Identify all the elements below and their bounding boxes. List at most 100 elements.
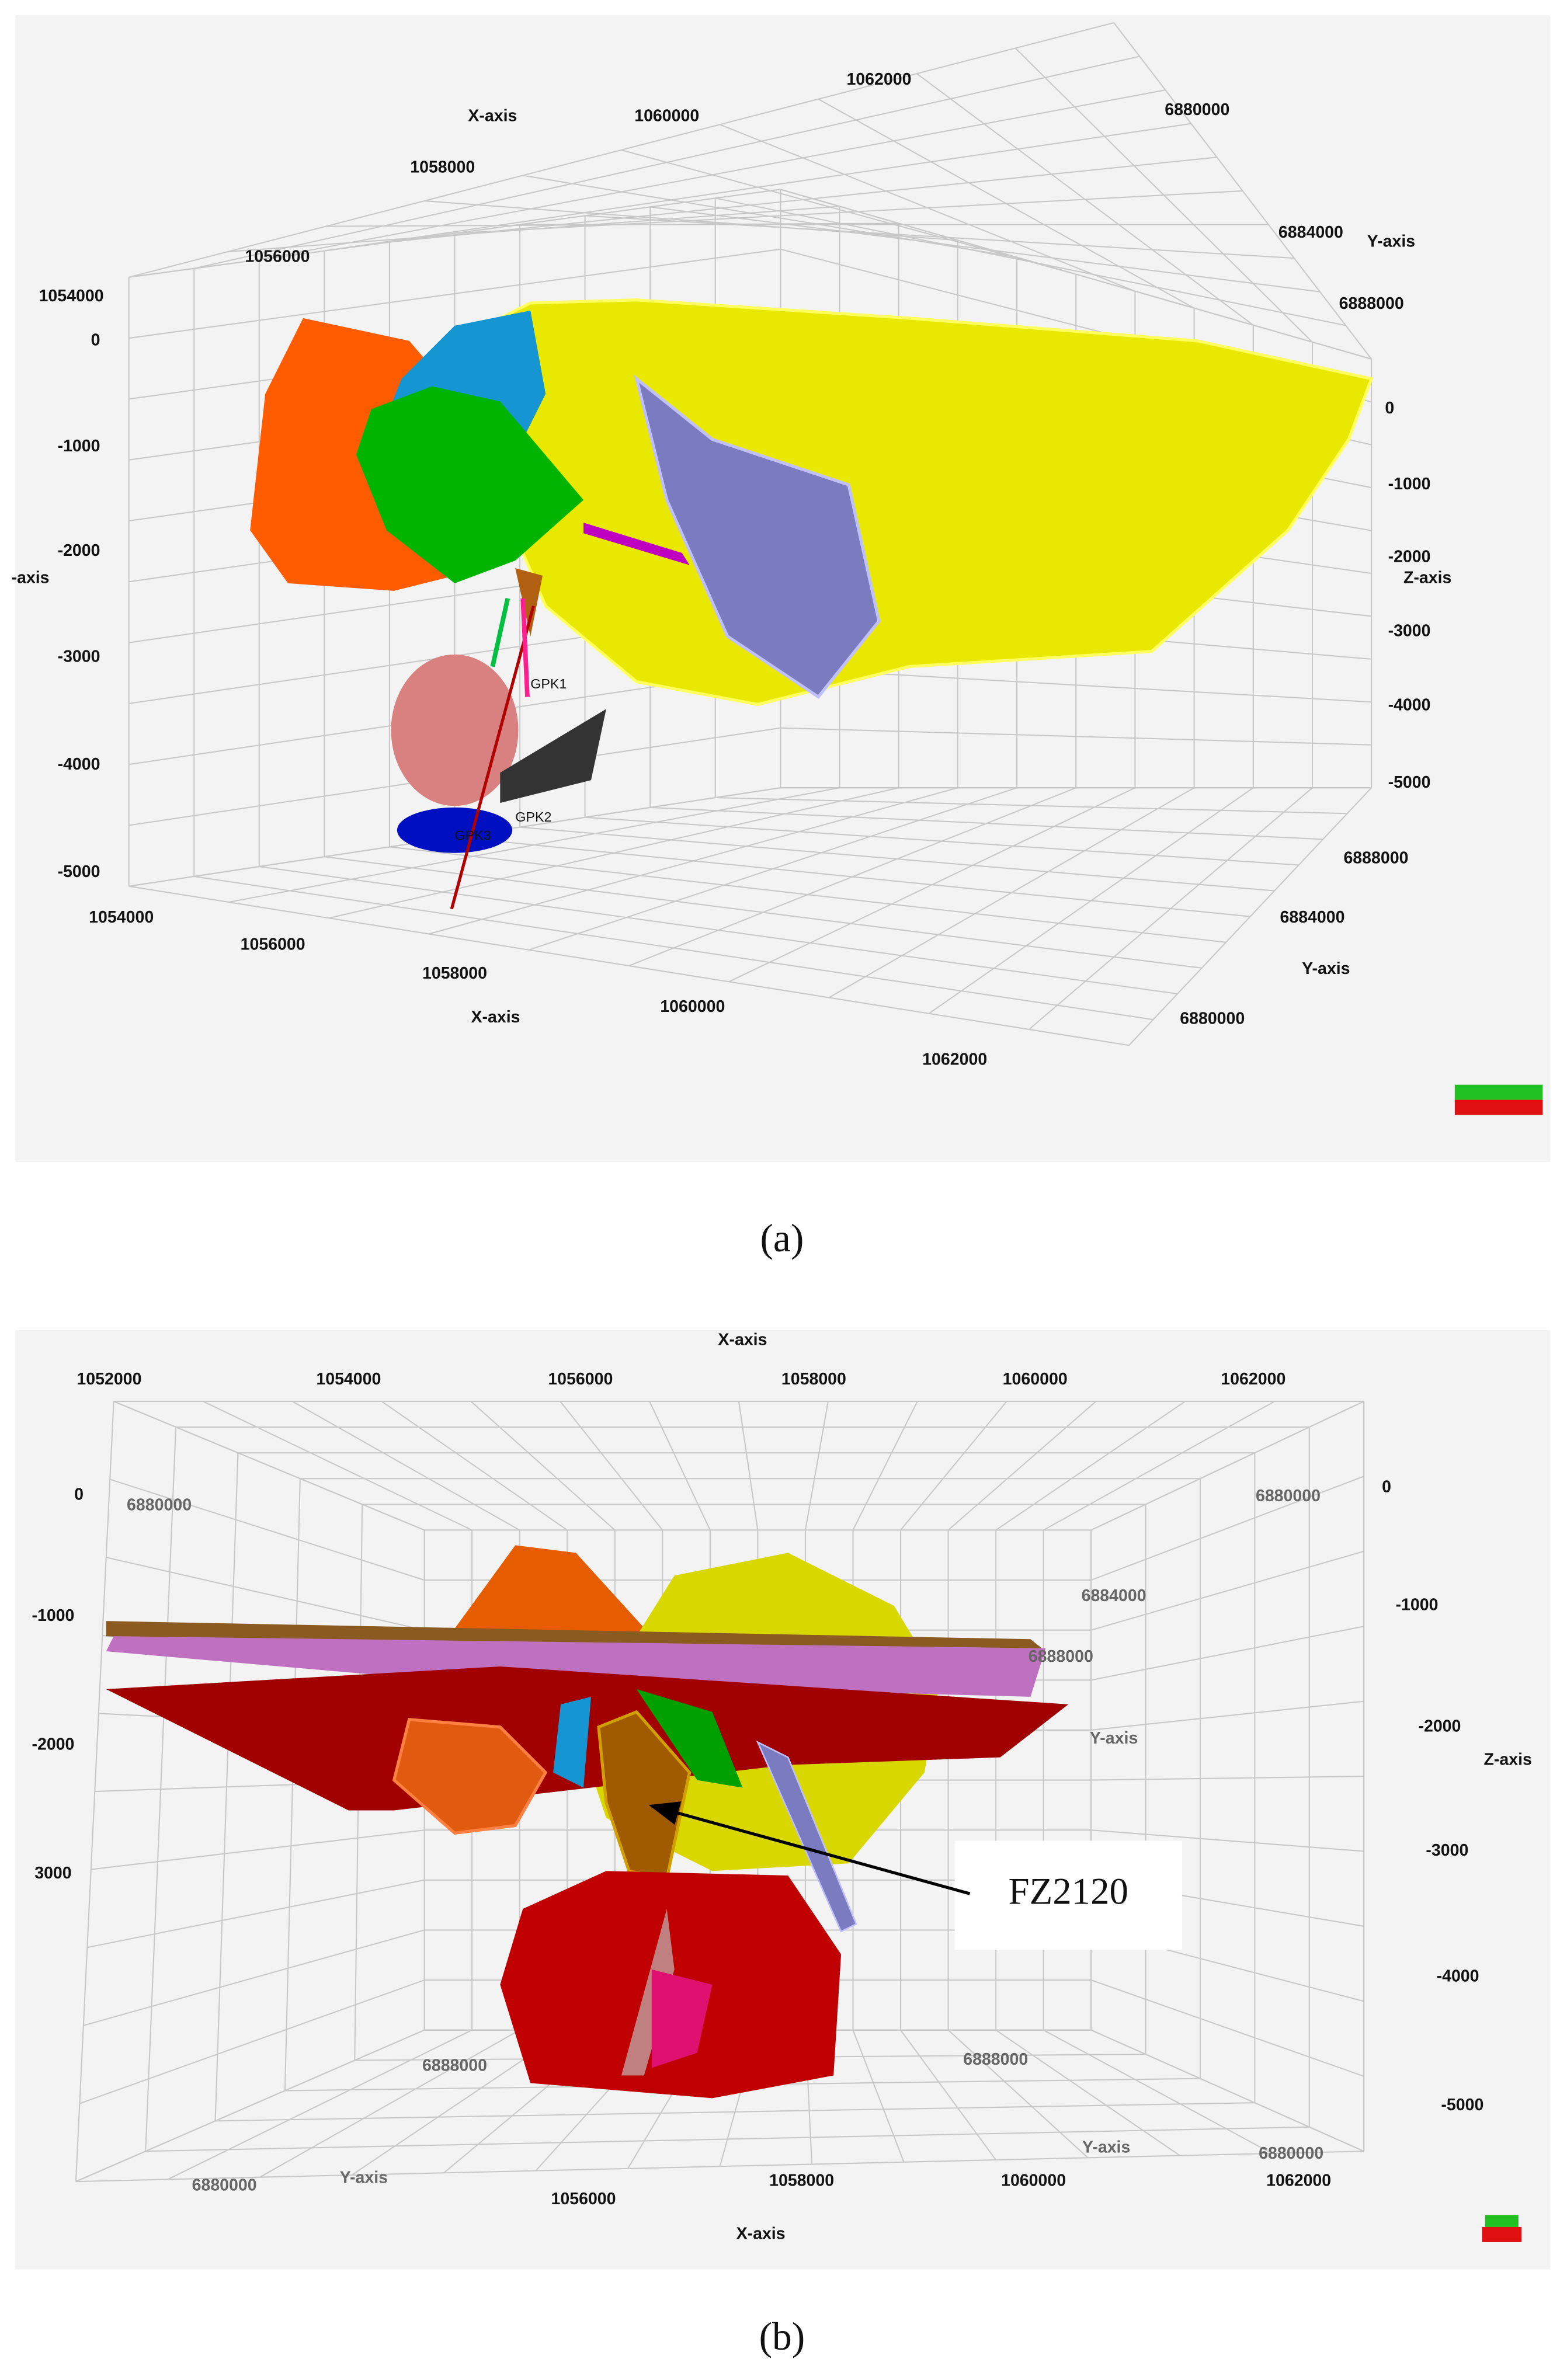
grid-line xyxy=(1090,1550,1364,1631)
label: 1058000 xyxy=(781,1370,846,1389)
grid-line xyxy=(928,787,1254,1014)
grid-line xyxy=(780,727,1372,746)
label: -3000 xyxy=(1388,621,1431,640)
caption: (b) xyxy=(759,2315,805,2358)
label: 1056000 xyxy=(241,935,305,954)
legend-icon xyxy=(1454,1084,1543,1100)
grid-line xyxy=(1091,1829,1364,1852)
surface xyxy=(356,386,584,583)
label: 1054000 xyxy=(39,287,104,305)
label: -2000 xyxy=(58,541,100,560)
surface xyxy=(391,654,519,806)
grid-line xyxy=(145,2126,1309,2152)
grid-line xyxy=(947,1401,1097,1531)
grid-line xyxy=(852,2030,905,2163)
label: 6880000 xyxy=(1256,1487,1321,1505)
grid-line xyxy=(470,1401,616,1531)
grid-line xyxy=(828,787,1195,998)
surface xyxy=(651,1969,713,2068)
label: 0 xyxy=(74,1485,84,1504)
grid-line xyxy=(780,189,1372,360)
label: GPK1 xyxy=(530,676,567,691)
model-b xyxy=(106,1545,1522,2242)
grid-line xyxy=(128,248,781,339)
grid-line xyxy=(1090,1476,1364,1581)
grid-line xyxy=(1090,1626,1364,1681)
label: -5000 xyxy=(1388,773,1431,792)
label: -2000 xyxy=(32,1735,74,1753)
label: 1060000 xyxy=(1003,1370,1068,1389)
label: -axis xyxy=(12,569,50,587)
label: 6880000 xyxy=(127,1495,192,1514)
caption: (a) xyxy=(760,1216,804,1260)
label: -4000 xyxy=(58,755,100,774)
grid-line xyxy=(1043,2029,1273,2154)
grid-line xyxy=(106,1557,425,1631)
well xyxy=(520,598,530,697)
legend-icon xyxy=(1485,2215,1519,2227)
label: 1058000 xyxy=(410,158,475,177)
grid-line xyxy=(1090,1979,1364,2077)
label: 1062000 xyxy=(1221,1370,1285,1389)
surface xyxy=(553,1696,591,1788)
grid-line xyxy=(649,1401,711,1530)
grid-line xyxy=(1043,1401,1275,1531)
grid-line xyxy=(91,1829,425,1870)
grid-line xyxy=(560,1401,663,1531)
label: X-axis xyxy=(468,106,517,125)
label: 1062000 xyxy=(846,70,911,89)
label: -5000 xyxy=(1441,2096,1483,2114)
label: 6888000 xyxy=(422,2056,487,2075)
grid-line xyxy=(995,1401,1186,1531)
label: GPK3 xyxy=(454,827,491,843)
label: 6880000 xyxy=(192,2176,257,2194)
well xyxy=(450,606,535,910)
grid-line xyxy=(128,22,1114,278)
label: X-axis xyxy=(471,1008,520,1027)
surface xyxy=(756,1740,857,1933)
annotation-arrow xyxy=(648,1801,971,1895)
label: 6880000 xyxy=(1259,2144,1323,2163)
grid-line xyxy=(167,2029,472,2180)
label: Y-axis xyxy=(1302,959,1350,978)
label: 1062000 xyxy=(922,1050,987,1069)
grid-line xyxy=(324,123,1191,252)
grid-line xyxy=(947,2029,1089,2159)
grid-line xyxy=(83,1929,425,2026)
grid-line xyxy=(194,55,1140,269)
label: -3000 xyxy=(58,648,100,666)
grid-line xyxy=(1090,2029,1364,2152)
label: -2000 xyxy=(1418,1717,1461,1735)
surface xyxy=(621,1909,675,2076)
label: 6884000 xyxy=(1082,1586,1146,1605)
label: 1054000 xyxy=(316,1370,381,1389)
label: 6888000 xyxy=(1029,1647,1093,1666)
label: X-axis xyxy=(736,2224,786,2243)
grid-line xyxy=(1029,787,1313,1030)
surface xyxy=(500,709,606,803)
grid-line xyxy=(381,1401,568,1531)
label: -2000 xyxy=(1388,547,1431,566)
surface xyxy=(483,298,1374,707)
label: 1062000 xyxy=(1266,2172,1331,2190)
label: 0 xyxy=(91,330,100,349)
surface xyxy=(515,568,543,636)
grid-line xyxy=(585,215,1294,259)
label: 1056000 xyxy=(245,248,310,266)
grid-line xyxy=(900,2030,996,2160)
surface xyxy=(454,1545,652,1637)
grid-line xyxy=(228,787,840,903)
grid-line xyxy=(109,1478,425,1581)
label: Y-axis xyxy=(1367,232,1415,251)
grid-line xyxy=(738,1401,759,1530)
surface xyxy=(583,523,690,565)
label: 1056000 xyxy=(551,2190,616,2208)
grid-line xyxy=(1090,1400,1364,1531)
grid-line xyxy=(203,1401,472,1531)
label: 1054000 xyxy=(89,908,154,927)
grid-line xyxy=(995,2029,1180,2156)
label: 6884000 xyxy=(1280,908,1344,927)
grid-line xyxy=(628,787,1076,966)
